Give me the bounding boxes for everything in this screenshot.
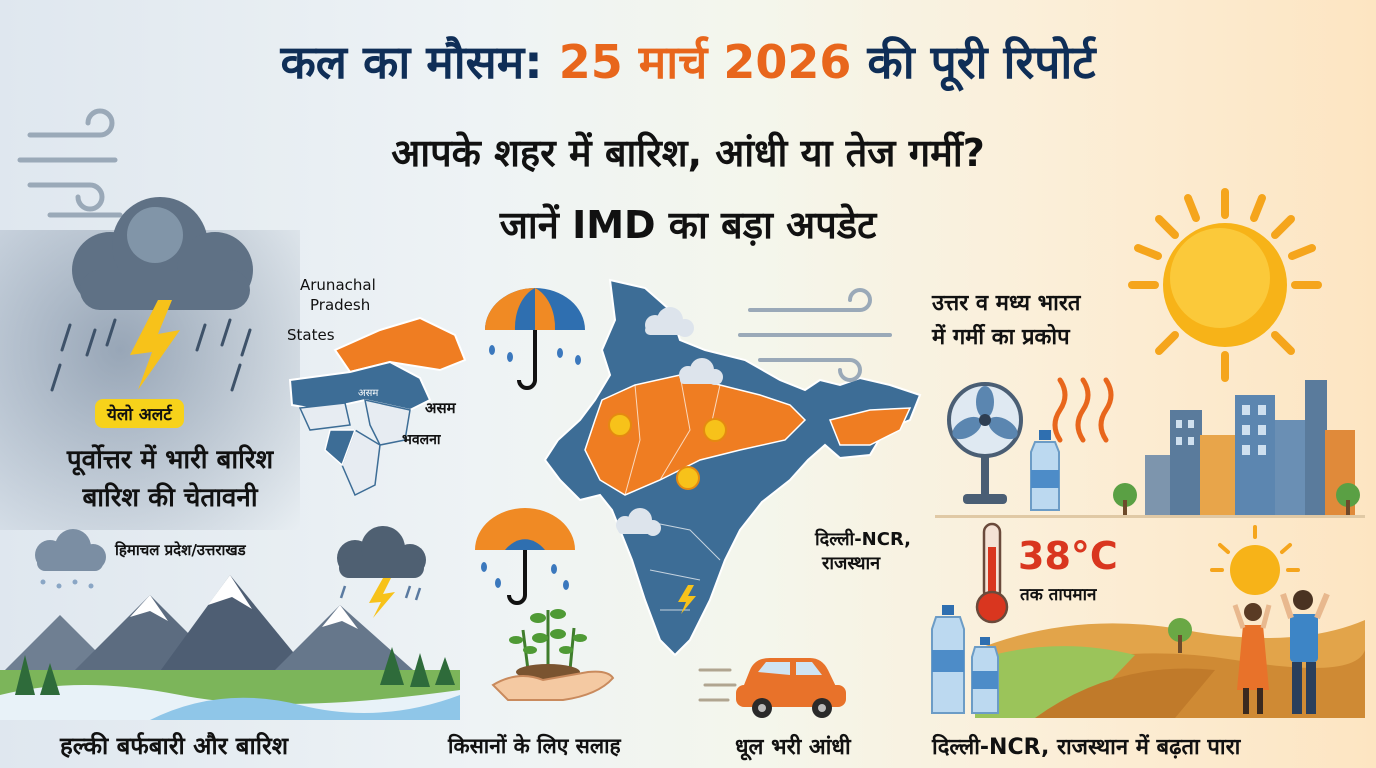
- page-title: कल का मौसम: 25 मार्च 2026 की पूरी रिपोर्…: [0, 30, 1376, 92]
- dry-fields-scene: [975, 590, 1365, 718]
- label-arunachal-2: Pradesh: [310, 296, 371, 314]
- northeast-map-inset: [288, 316, 467, 497]
- storm-cloud-icon: [50, 197, 253, 392]
- heat-line1: उत्तर व मध्य भारत: [932, 291, 1081, 316]
- thermometer-icon: [975, 522, 1009, 624]
- water-bottle-icon: [1030, 430, 1060, 511]
- fan-icon: [947, 382, 1023, 504]
- thunder-cloud-icon: [337, 526, 426, 618]
- dust-caption: धूल भरी आंधी: [735, 735, 851, 760]
- label-arunachal-1: Arunachal: [300, 276, 376, 294]
- wind-lines-center: [738, 288, 892, 382]
- label-states: States: [287, 326, 335, 344]
- snowfall-caption: हल्की बर्फबारी और बारिश: [60, 732, 289, 760]
- subtitle-line2: जानें IMD का बड़ा अपडेट: [499, 203, 877, 247]
- car-dust-icon: [698, 658, 846, 718]
- title-part2: की पूरी रिपोर्ट: [851, 35, 1096, 89]
- temperature-caption: तक तापमान: [1020, 585, 1097, 605]
- india-weather-map: [543, 278, 922, 657]
- subtitle-line1: आपके शहर में बारिश, आंधी या तेज गर्मी?: [391, 131, 985, 175]
- yellow-alert-badge: येलो अलर्ट: [95, 399, 184, 428]
- label-bhavlana: भवलना: [402, 432, 441, 448]
- temperature-value: 38°C: [1018, 534, 1118, 578]
- umbrella-icon-top: [485, 288, 585, 390]
- city-skyline: [1113, 380, 1360, 515]
- water-bottles-icon: [931, 605, 999, 714]
- heat-line2: में गर्मी का प्रकोप: [932, 325, 1070, 350]
- city-heat-panel: [935, 370, 1365, 518]
- heat-waves-icon: [1052, 377, 1114, 443]
- title-date: 25 मार्च 2026: [558, 35, 852, 89]
- farmers-caption: किसानों के लिए सलाह: [448, 734, 621, 758]
- alert-line1: पूर्वोत्तर में भारी बारिश: [66, 445, 274, 475]
- alert-line2: बारिश की चेतावनी: [82, 483, 258, 513]
- small-sun-icon: [1210, 525, 1300, 595]
- snow-cloud-icon: [35, 529, 106, 589]
- label-assam: असम: [425, 399, 456, 417]
- plant-hand-icon: [491, 609, 615, 701]
- delhi-label-1: दिल्ली-NCR,: [815, 529, 911, 550]
- umbrella-icon-bottom: [475, 508, 575, 605]
- mountains-illustration: [0, 575, 460, 720]
- himachal-label: हिमाचल प्रदेश/उत्तराखड: [115, 541, 246, 559]
- wind-icon: [17, 108, 123, 218]
- delhi-label-2: राजस्थान: [822, 553, 881, 574]
- label-assam-small: असम: [358, 388, 379, 399]
- sun-icon: [1128, 188, 1322, 382]
- rising-temperature-caption: दिल्ली-NCR, राजस्थान में बढ़ता पारा: [932, 735, 1241, 760]
- title-part1: कल का मौसम:: [280, 35, 559, 89]
